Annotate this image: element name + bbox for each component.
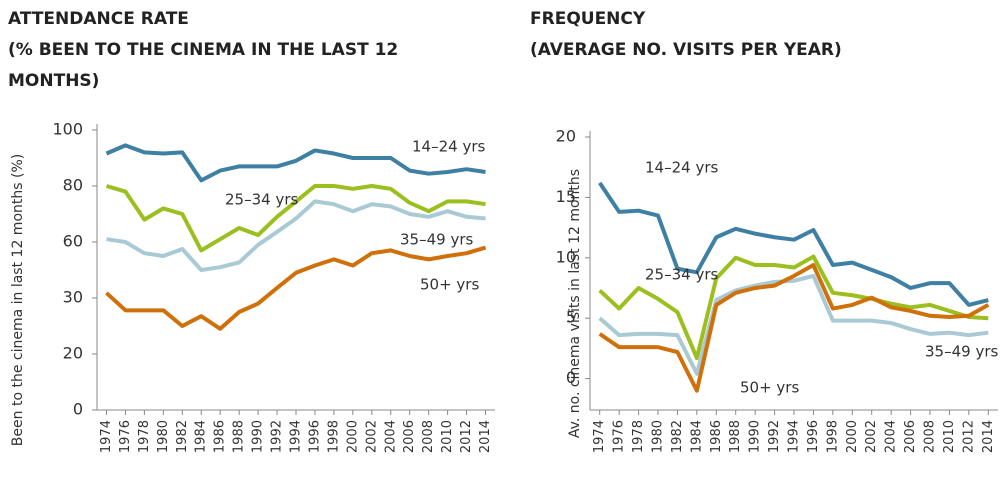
x-tick-label: 1980 bbox=[651, 420, 666, 453]
x-tick-label: 2010 bbox=[440, 420, 455, 453]
x-tick-label: 2008 bbox=[923, 420, 938, 453]
y-tick-label: 20 bbox=[556, 127, 576, 146]
x-tick-label: 2012 bbox=[961, 420, 976, 453]
series-line bbox=[598, 273, 989, 376]
series-line bbox=[105, 184, 486, 253]
y-axis-label: Been to the cinema in last 12 months (%) bbox=[10, 154, 26, 446]
series-label: 14–24 yrs bbox=[645, 159, 718, 177]
chart-title: FREQUENCY bbox=[530, 9, 646, 29]
series-label: 35–49 yrs bbox=[400, 231, 473, 249]
x-tick-label: 1974 bbox=[592, 420, 607, 453]
x-tick-label: 1988 bbox=[232, 420, 247, 453]
x-tick-label: 1998 bbox=[326, 420, 341, 453]
series-label: 25–34 yrs bbox=[225, 191, 298, 209]
y-tick-label: 80 bbox=[63, 176, 83, 195]
x-tick-label: 1998 bbox=[825, 420, 840, 453]
chart-subtitle: (AVERAGE NO. VISITS PER YEAR) bbox=[530, 40, 842, 60]
chart-heading: FREQUENCY (AVERAGE NO. VISITS PER YEAR) bbox=[530, 4, 1000, 66]
y-tick-label: 0 bbox=[566, 368, 576, 387]
series-line bbox=[598, 263, 990, 393]
x-tick-label: 2000 bbox=[845, 420, 860, 453]
x-tick-label: 1986 bbox=[213, 420, 228, 453]
x-tick-label: 1982 bbox=[175, 420, 190, 453]
x-tick-label: 1976 bbox=[118, 420, 133, 453]
chart-heading: ATTENDANCE RATE (% BEEN TO THE CINEMA IN… bbox=[8, 4, 478, 97]
chart-title: ATTENDANCE RATE bbox=[8, 9, 189, 29]
y-tick-label: 100 bbox=[52, 120, 83, 139]
x-tick-label: 1980 bbox=[156, 420, 171, 453]
x-tick-label: 2004 bbox=[383, 420, 398, 453]
x-tick-label: 2002 bbox=[864, 420, 879, 453]
x-tick-label: 1990 bbox=[748, 420, 763, 453]
x-tick-label: 2002 bbox=[364, 420, 379, 453]
y-tick-label: 20 bbox=[63, 344, 83, 363]
x-tick-label: 2000 bbox=[345, 420, 360, 453]
series-label: 25–34 yrs bbox=[645, 266, 718, 284]
series-line bbox=[598, 254, 989, 361]
x-tick-label: 2012 bbox=[459, 420, 474, 453]
y-tick-label: 0 bbox=[73, 400, 83, 419]
x-tick-label: 1992 bbox=[270, 420, 285, 453]
x-tick-label: 1988 bbox=[728, 420, 743, 453]
x-tick-label: 1992 bbox=[767, 420, 782, 453]
x-tick-label: 1996 bbox=[307, 420, 322, 453]
x-tick-label: 2008 bbox=[421, 420, 436, 453]
series-line bbox=[598, 181, 989, 307]
x-tick-label: 2006 bbox=[402, 420, 417, 453]
x-tick-label: 2010 bbox=[942, 420, 957, 453]
y-tick-label: 30 bbox=[63, 288, 83, 307]
x-tick-label: 1978 bbox=[137, 420, 152, 453]
x-tick-label: 1986 bbox=[709, 420, 724, 453]
series-label: 35–49 yrs bbox=[925, 343, 998, 361]
series-line bbox=[106, 199, 486, 272]
chart-subtitle: (% BEEN TO THE CINEMA IN THE LAST 12 MON… bbox=[8, 40, 399, 91]
x-tick-label: 1990 bbox=[251, 420, 266, 453]
series-label: 50+ yrs bbox=[420, 276, 479, 294]
x-tick-label: 1982 bbox=[670, 420, 685, 453]
series-label: 50+ yrs bbox=[740, 379, 799, 397]
y-tick-label: 60 bbox=[63, 232, 83, 251]
x-tick-label: 1996 bbox=[806, 420, 821, 453]
x-tick-label: 1976 bbox=[612, 420, 627, 453]
x-tick-label: 1984 bbox=[194, 420, 209, 453]
series-line bbox=[105, 143, 486, 183]
x-tick-label: 2004 bbox=[884, 420, 899, 453]
y-tick-label: 5 bbox=[566, 308, 576, 327]
series-line bbox=[105, 245, 487, 331]
y-tick-label: 15 bbox=[556, 187, 576, 206]
y-axis-label: Av. no. cinema visits in last 12 months bbox=[567, 169, 583, 438]
x-tick-label: 2014 bbox=[478, 420, 493, 453]
x-tick-label: 2014 bbox=[981, 420, 996, 453]
x-tick-label: 2006 bbox=[903, 420, 918, 453]
x-tick-label: 1994 bbox=[787, 420, 802, 453]
x-tick-label: 1978 bbox=[631, 420, 646, 453]
y-tick-label: 10 bbox=[556, 247, 576, 266]
series-label: 14–24 yrs bbox=[412, 138, 485, 156]
x-tick-label: 1984 bbox=[689, 420, 704, 453]
x-tick-label: 1974 bbox=[99, 420, 114, 453]
x-tick-label: 1994 bbox=[289, 420, 304, 453]
